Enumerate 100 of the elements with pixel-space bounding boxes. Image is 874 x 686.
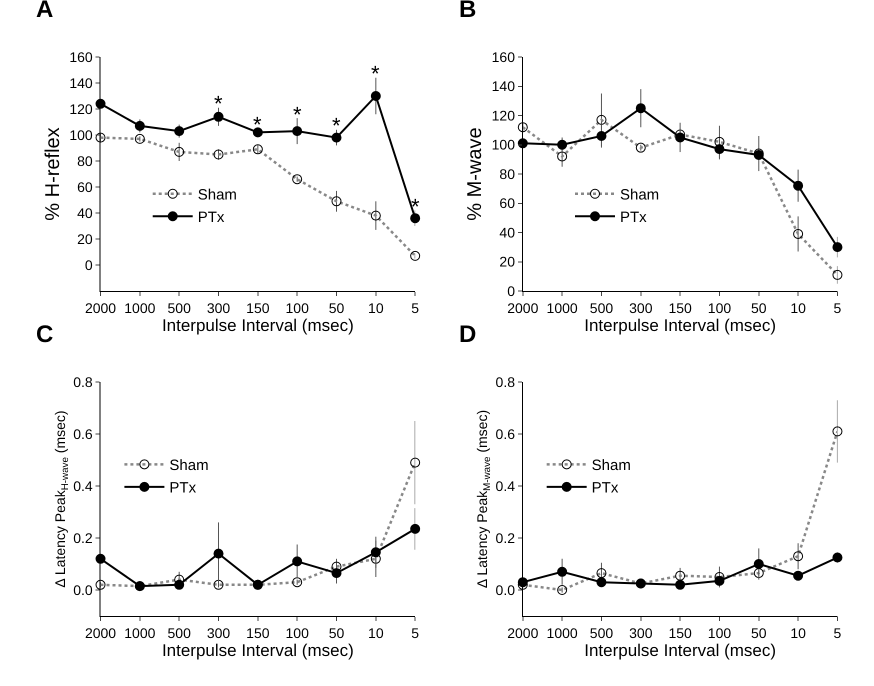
point xyxy=(332,568,342,578)
y-tick-label: 0.4 xyxy=(73,478,93,494)
y-tick-label: 80 xyxy=(499,166,516,182)
point xyxy=(174,580,184,590)
x-tick-label: 500 xyxy=(590,624,614,641)
x-tick-label: 300 xyxy=(629,624,653,641)
point xyxy=(793,570,804,581)
point xyxy=(636,103,646,114)
point xyxy=(214,548,224,559)
x-tick-label: 10 xyxy=(368,300,384,316)
y-tick-label: 0.8 xyxy=(496,374,516,390)
x-tick-label: 50 xyxy=(750,300,767,316)
legend-label: Sham xyxy=(592,457,631,474)
point xyxy=(370,91,381,101)
x-tick-label: 150 xyxy=(668,624,692,641)
x-tick-label: 10 xyxy=(790,300,806,316)
point xyxy=(96,98,106,109)
point xyxy=(714,576,724,586)
chart-title: B xyxy=(459,0,476,23)
point xyxy=(793,180,804,191)
y-tick-label: 140 xyxy=(492,78,516,94)
legend-label: Sham xyxy=(169,457,209,474)
point xyxy=(96,554,106,564)
point xyxy=(252,127,263,138)
point xyxy=(675,132,686,142)
annotation: * xyxy=(371,61,380,86)
x-tick-label: 50 xyxy=(750,624,767,641)
point xyxy=(832,242,842,252)
x-tick-label: 5 xyxy=(834,624,842,641)
y-tick-label: 100 xyxy=(492,136,516,153)
x-axis-title: Interpulse Interval (msec) xyxy=(584,316,776,336)
point xyxy=(410,213,420,224)
annotation: * xyxy=(411,194,420,219)
legend-label: PTx xyxy=(620,209,648,226)
x-tick-label: 300 xyxy=(206,624,230,641)
y-tick-label: 20 xyxy=(499,254,516,270)
y-tick-label: 0.8 xyxy=(73,374,93,390)
x-tick-label: 5 xyxy=(411,624,420,641)
x-tick-label: 100 xyxy=(708,300,732,316)
legend-label: Sham xyxy=(620,186,660,204)
point xyxy=(410,524,420,534)
x-tick-label: 5 xyxy=(411,300,420,316)
x-tick-label: 500 xyxy=(168,624,192,641)
annotation: * xyxy=(253,112,262,137)
x-tick-label: 300 xyxy=(206,300,230,316)
point xyxy=(754,559,764,569)
y-tick-label: 160 xyxy=(69,48,93,65)
x-tick-label: 150 xyxy=(668,300,692,316)
point xyxy=(596,577,606,588)
chart-title: A xyxy=(36,0,54,23)
y-tick-label: 160 xyxy=(492,48,516,65)
point xyxy=(292,126,302,136)
x-tick-label: 2000 xyxy=(507,300,539,316)
point xyxy=(596,130,606,141)
x-tick-label: 2000 xyxy=(507,624,539,641)
y-tick-label: 0.0 xyxy=(496,582,516,598)
x-tick-label: 50 xyxy=(328,624,344,641)
x-axis-title: Interpulse Interval (msec) xyxy=(584,641,776,660)
x-tick-label: 150 xyxy=(246,624,270,641)
chart-title: C xyxy=(36,321,54,348)
y-axis-title: % H-reflex xyxy=(42,127,64,221)
chart-title: D xyxy=(459,321,476,348)
y-tick-label: 120 xyxy=(69,100,93,117)
point xyxy=(675,580,686,590)
y-tick-label: 80 xyxy=(77,152,93,169)
point xyxy=(832,552,842,562)
y-tick-label: 0.6 xyxy=(496,426,516,442)
x-tick-label: 500 xyxy=(590,300,614,316)
point xyxy=(332,132,342,143)
point xyxy=(174,126,184,136)
y-tick-label: 0.2 xyxy=(496,530,516,546)
y-tick-label: 140 xyxy=(69,74,93,91)
legend-label: PTx xyxy=(169,480,197,497)
point xyxy=(557,140,568,150)
x-tick-label: 150 xyxy=(246,300,270,316)
x-tick-label: 100 xyxy=(285,300,310,316)
y-tick-label: 60 xyxy=(499,195,516,212)
x-tick-label: 10 xyxy=(790,624,806,641)
y-tick-label: 100 xyxy=(69,126,93,143)
annotation: * xyxy=(332,113,341,138)
y-tick-label: 0.2 xyxy=(73,530,93,546)
x-tick-label: 10 xyxy=(368,624,384,641)
y-tick-label: 0 xyxy=(84,256,93,273)
x-tick-label: 100 xyxy=(285,624,310,641)
y-axis-title: % M-wave xyxy=(464,127,486,221)
point xyxy=(714,144,724,154)
point xyxy=(214,112,224,122)
point xyxy=(134,120,145,131)
x-tick-label: 5 xyxy=(834,300,842,316)
point xyxy=(292,556,302,566)
y-tick-label: 0 xyxy=(507,282,516,299)
x-tick-label: 100 xyxy=(708,624,732,641)
x-tick-label: 1000 xyxy=(124,300,156,316)
y-tick-label: 40 xyxy=(77,204,93,221)
y-tick-label: 120 xyxy=(492,107,516,124)
x-tick-label: 1000 xyxy=(546,624,578,641)
y-tick-label: 0.4 xyxy=(496,478,516,494)
y-tick-label: 20 xyxy=(77,230,93,247)
legend-label: Sham xyxy=(198,186,237,204)
annotation: * xyxy=(214,91,223,116)
